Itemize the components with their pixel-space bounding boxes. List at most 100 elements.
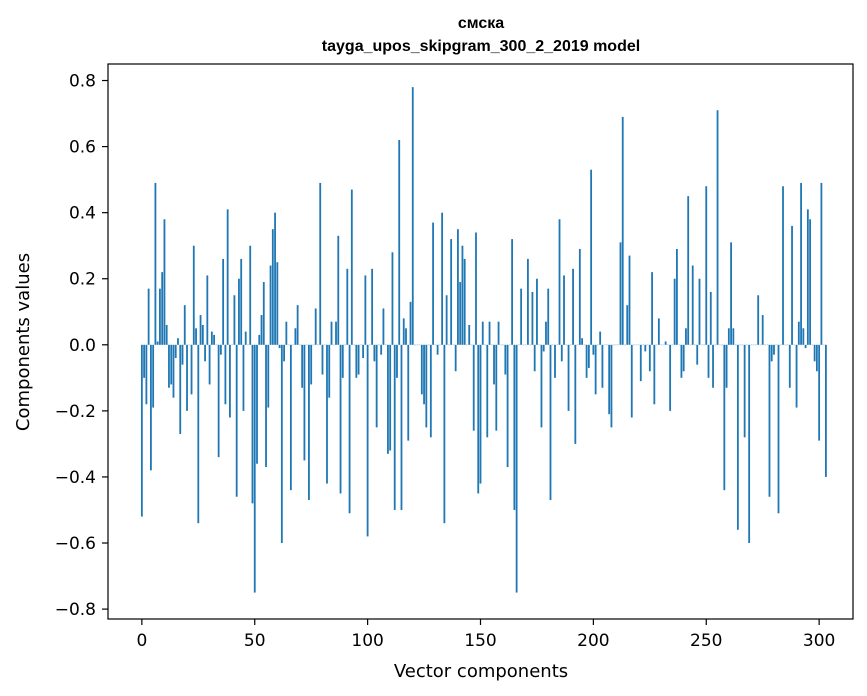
bar xyxy=(192,245,195,345)
bar xyxy=(585,344,588,378)
bar xyxy=(511,239,514,345)
bar xyxy=(547,288,550,345)
bar xyxy=(743,344,746,438)
bar xyxy=(531,291,534,345)
bar xyxy=(572,268,574,345)
bar xyxy=(226,209,229,345)
bar xyxy=(815,344,818,372)
bar xyxy=(197,344,200,524)
y-tick-label: 0.2 xyxy=(69,270,96,290)
bar xyxy=(608,344,611,415)
bar xyxy=(673,278,676,345)
bar xyxy=(339,344,342,494)
bar xyxy=(147,288,150,345)
bar xyxy=(450,239,453,345)
bar xyxy=(330,321,333,345)
bar xyxy=(240,258,243,345)
bar xyxy=(797,321,800,345)
bar xyxy=(818,344,821,441)
bar xyxy=(269,265,272,345)
bar xyxy=(280,344,283,544)
y-tick-label: −0.2 xyxy=(55,402,96,422)
bar xyxy=(159,288,161,345)
y-tick-label: 0.8 xyxy=(69,72,96,92)
bar xyxy=(301,344,304,388)
bar xyxy=(567,344,570,411)
bar xyxy=(222,258,225,345)
bar xyxy=(213,334,216,345)
bar xyxy=(382,308,385,345)
bar xyxy=(393,344,396,510)
bar xyxy=(405,328,407,345)
bar xyxy=(669,344,672,411)
bar xyxy=(156,341,159,345)
bar xyxy=(445,295,448,345)
bar xyxy=(177,338,179,345)
x-tick-label: 200 xyxy=(577,631,609,651)
bar xyxy=(321,344,324,375)
x-tick-label: 150 xyxy=(464,631,496,651)
bar xyxy=(554,344,556,378)
x-tick-label: 250 xyxy=(690,631,722,651)
bar xyxy=(328,344,331,398)
bar xyxy=(653,344,656,405)
bar xyxy=(389,344,392,451)
bar xyxy=(425,344,428,428)
bar xyxy=(495,344,498,431)
bar xyxy=(626,305,629,345)
bar xyxy=(190,344,193,395)
bar xyxy=(578,249,581,345)
bar xyxy=(183,305,186,345)
bar xyxy=(265,344,267,468)
bar xyxy=(723,344,726,491)
bar xyxy=(208,344,211,385)
bar xyxy=(486,344,489,438)
bar xyxy=(587,344,590,368)
bar xyxy=(441,212,444,345)
bar xyxy=(515,344,518,593)
bar xyxy=(217,344,220,458)
bar xyxy=(777,344,780,514)
bar xyxy=(610,344,613,428)
bar xyxy=(152,344,155,408)
bar xyxy=(271,229,274,345)
x-axis-ticks: 0 50 100 150 200 250 300 xyxy=(136,619,835,651)
bar xyxy=(619,242,622,345)
bar xyxy=(761,315,764,345)
bar xyxy=(296,305,299,345)
bar xyxy=(806,209,809,345)
bar xyxy=(396,344,398,378)
bar xyxy=(409,301,412,345)
bar xyxy=(630,344,633,418)
bar xyxy=(238,278,240,345)
bar xyxy=(443,344,446,524)
bar xyxy=(560,344,563,362)
y-axis-ticks: −0.8 −0.6 −0.4 −0.2 0.0 0.2 0.4 0.6 0.8 xyxy=(55,72,108,620)
bar xyxy=(165,324,168,345)
bar xyxy=(520,288,523,345)
bar xyxy=(481,321,484,345)
bar xyxy=(770,344,773,362)
bar xyxy=(527,258,529,345)
bar xyxy=(143,344,146,378)
bar xyxy=(691,265,694,345)
bar xyxy=(800,182,802,345)
bar xyxy=(748,344,751,544)
bar xyxy=(804,344,807,349)
bar xyxy=(335,321,337,345)
bar xyxy=(174,344,177,359)
bar xyxy=(475,232,477,345)
bar xyxy=(201,324,204,345)
bar xyxy=(242,344,245,411)
bar xyxy=(258,334,261,345)
bar xyxy=(149,344,152,471)
bar xyxy=(429,344,432,438)
bar xyxy=(319,182,322,345)
bar xyxy=(172,344,175,398)
bar xyxy=(601,344,604,388)
bar xyxy=(472,344,475,431)
bar xyxy=(233,295,236,345)
bar xyxy=(411,87,414,345)
bar xyxy=(140,344,143,517)
